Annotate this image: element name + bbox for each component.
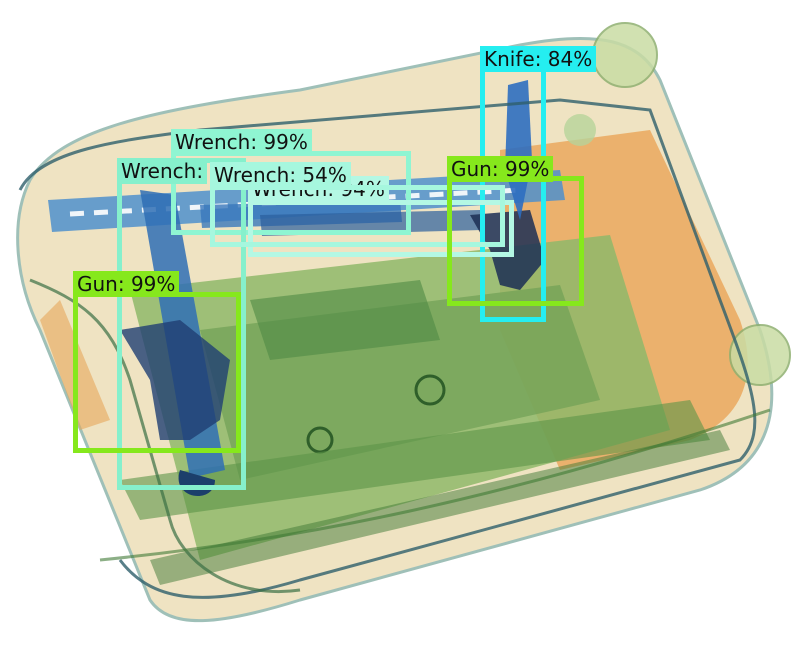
detection-box-wrench [210, 185, 505, 247]
detection-label-wrench: Wrench: 99% [171, 129, 312, 155]
detection-box-gun [73, 292, 241, 453]
detection-label-wrench: Wrench: 54% [210, 162, 351, 188]
gun-object [120, 320, 230, 440]
detection-box-gun [447, 176, 584, 306]
frame-wire [18, 98, 757, 599]
knife-object [505, 80, 532, 220]
detection-box-wrench [248, 200, 514, 257]
detection-label-wrench: Wrench: [117, 158, 208, 184]
detection-label-gun: Gun: 99% [73, 271, 180, 297]
detection-label-knife: Knife: 84% [480, 46, 597, 72]
detection-label-gun: Gun: 99% [447, 156, 554, 182]
wheel-top [592, 22, 658, 88]
